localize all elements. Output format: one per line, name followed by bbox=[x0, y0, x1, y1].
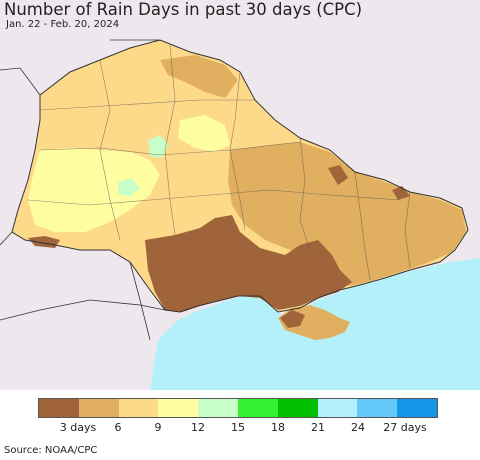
rain-days-map bbox=[0, 0, 480, 390]
legend-tick-4: 15 bbox=[231, 421, 245, 434]
north-patch bbox=[178, 115, 230, 152]
legend-swatch-0 bbox=[39, 399, 79, 417]
legend-tick-6: 21 bbox=[311, 421, 325, 434]
legend-swatch-7 bbox=[317, 399, 358, 417]
legend-tick-5: 18 bbox=[271, 421, 285, 434]
north-orange bbox=[160, 55, 238, 98]
date-range: Jan. 22 - Feb. 20, 2024 bbox=[6, 19, 120, 30]
northeast-dark-patch bbox=[328, 165, 348, 185]
legend-tick-3: 12 bbox=[191, 421, 205, 434]
east-region bbox=[228, 142, 466, 286]
map-title: Number of Rain Days in past 30 days (CPC… bbox=[4, 0, 363, 19]
legend-swatch-6 bbox=[277, 399, 318, 417]
legend-tick-8: 27 days bbox=[383, 421, 427, 434]
legend-tick-1: 6 bbox=[114, 421, 122, 434]
crimea-west bbox=[280, 310, 305, 328]
green-patch-2 bbox=[118, 178, 140, 196]
color-legend bbox=[38, 398, 438, 418]
country-borders bbox=[0, 39, 166, 341]
legend-tick-7: 24 bbox=[351, 421, 365, 434]
legend-swatch-9 bbox=[397, 399, 437, 417]
legend-swatch-1 bbox=[78, 399, 119, 417]
legend-swatch-8 bbox=[357, 399, 398, 417]
legend-swatch-3 bbox=[158, 399, 199, 417]
east-dark-patch bbox=[392, 186, 410, 200]
legend-swatch-5 bbox=[237, 399, 278, 417]
national-border bbox=[11, 39, 469, 313]
legend-tick-0: 3 days bbox=[59, 421, 97, 434]
oblast-boundaries bbox=[27, 44, 411, 281]
source-credit: Source: NOAA/CPC bbox=[4, 445, 98, 456]
south-dark-region bbox=[145, 215, 352, 312]
legend-swatch-4 bbox=[198, 399, 238, 417]
central-region bbox=[28, 148, 160, 232]
legend-tick-2: 9 bbox=[154, 421, 162, 434]
legend-swatch-2 bbox=[118, 399, 159, 417]
green-patch-1 bbox=[148, 135, 168, 158]
